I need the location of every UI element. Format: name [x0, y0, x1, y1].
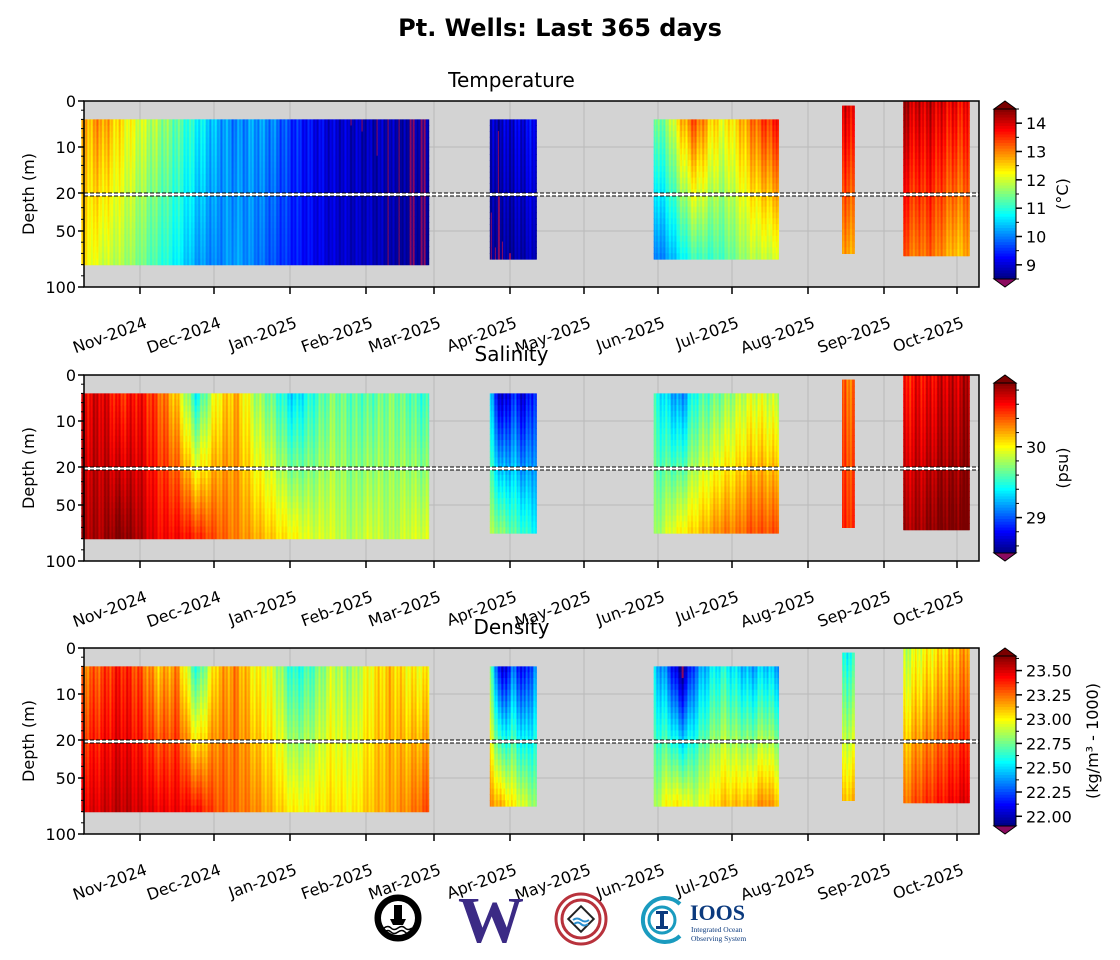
data-segment: [81, 119, 429, 265]
